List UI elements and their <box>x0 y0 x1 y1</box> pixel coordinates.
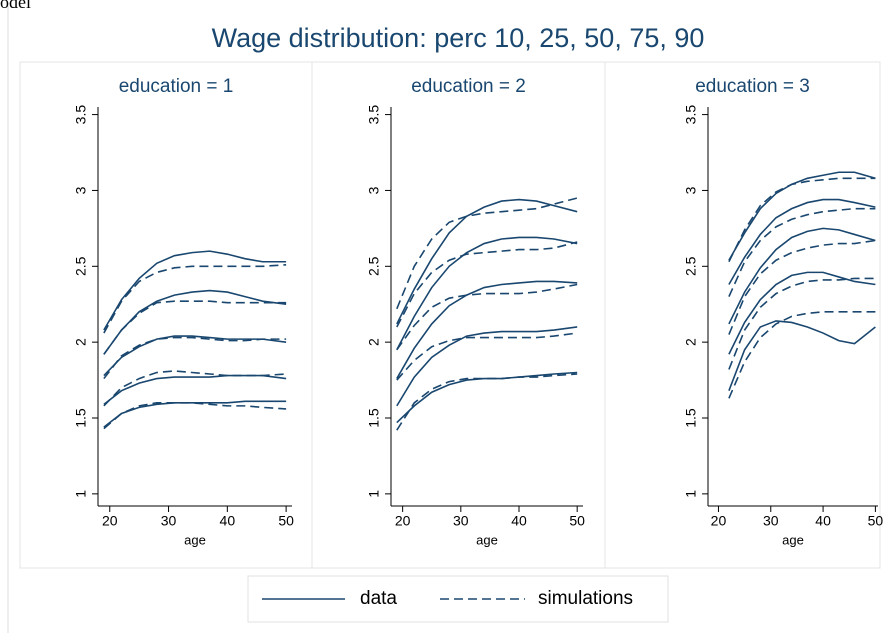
legend-label: data <box>360 588 397 609</box>
x-tick-label: 40 <box>815 513 831 529</box>
series-line <box>103 250 287 331</box>
y-tick-label: 2 <box>366 338 382 346</box>
y-tick-label: 1.5 <box>366 408 382 428</box>
series-line <box>396 198 578 325</box>
x-axis-label: age <box>184 532 206 547</box>
x-tick-label: 20 <box>102 513 118 529</box>
series-line <box>728 271 876 355</box>
x-axis-label: age <box>476 532 498 547</box>
series-line <box>728 198 876 285</box>
y-tick-label: 1.5 <box>683 408 699 428</box>
panel-title: education = 1 <box>119 76 234 97</box>
series-line <box>396 236 578 351</box>
y-tick-label: 3.5 <box>73 105 89 125</box>
y-tick-label: 2 <box>683 338 699 346</box>
x-tick-label: 50 <box>569 513 585 529</box>
series-line <box>728 171 876 261</box>
x-tick-label: 30 <box>453 513 469 529</box>
panel-title: education = 2 <box>411 76 526 97</box>
x-tick-label: 20 <box>395 513 411 529</box>
y-tick-label: 1 <box>683 490 699 498</box>
x-tick-label: 40 <box>511 513 527 529</box>
y-tick-label: 2.5 <box>683 256 699 276</box>
series-line <box>103 336 287 380</box>
legend-label: simulations <box>538 588 633 609</box>
chart-title: Wage distribution: perc 10, 25, 50, 75, … <box>212 23 705 53</box>
series-line <box>396 371 578 424</box>
series-line <box>396 283 578 351</box>
y-tick-label: 2.5 <box>73 256 89 276</box>
series-line <box>728 177 876 263</box>
y-tick-label: 2 <box>73 338 89 346</box>
series-line <box>103 263 287 334</box>
series-line <box>396 280 578 379</box>
x-tick-label: 40 <box>220 513 236 529</box>
x-tick-label: 30 <box>161 513 177 529</box>
y-tick-label: 3.5 <box>366 105 382 125</box>
panel-title: education = 3 <box>695 76 810 97</box>
panel-box <box>19 61 313 569</box>
series-line <box>103 335 287 377</box>
series-line <box>728 227 876 325</box>
series-line <box>396 373 578 431</box>
x-tick-label: 30 <box>763 513 779 529</box>
series-line <box>396 332 578 381</box>
y-tick-label: 1.5 <box>73 408 89 428</box>
series-line <box>728 277 876 370</box>
series-line <box>103 370 287 407</box>
series-line <box>728 320 876 391</box>
panel-box <box>604 61 881 569</box>
series-line <box>103 400 287 428</box>
series-line <box>103 402 287 430</box>
panel-box <box>311 61 606 569</box>
series-line <box>103 300 287 355</box>
y-tick-label: 3.5 <box>683 105 699 125</box>
y-tick-label: 3 <box>366 186 382 194</box>
series-line <box>728 239 876 335</box>
series-line <box>728 207 876 297</box>
y-tick-label: 3 <box>683 186 699 194</box>
series-line <box>396 197 578 310</box>
y-tick-label: 2.5 <box>366 256 382 276</box>
x-tick-label: 50 <box>278 513 294 529</box>
x-axis-label: age <box>782 532 804 547</box>
y-tick-label: 1 <box>366 490 382 498</box>
x-tick-label: 20 <box>711 513 727 529</box>
series-line <box>728 311 876 399</box>
y-tick-label: 3 <box>73 186 89 194</box>
series-line <box>396 326 578 407</box>
y-tick-label: 1 <box>73 490 89 498</box>
x-tick-label: 50 <box>868 513 884 529</box>
clipped-text: odel <box>0 0 31 12</box>
